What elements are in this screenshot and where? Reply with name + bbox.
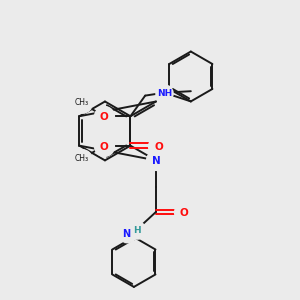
Text: CH₃: CH₃ [75,154,89,164]
Text: O: O [180,208,188,218]
Text: N: N [122,229,130,238]
Text: N: N [152,156,160,167]
Text: O: O [154,142,163,152]
Text: H: H [133,226,141,235]
Text: O: O [100,112,108,122]
Text: NH: NH [157,89,172,98]
Text: O: O [100,142,108,152]
Text: CH₃: CH₃ [75,98,89,107]
